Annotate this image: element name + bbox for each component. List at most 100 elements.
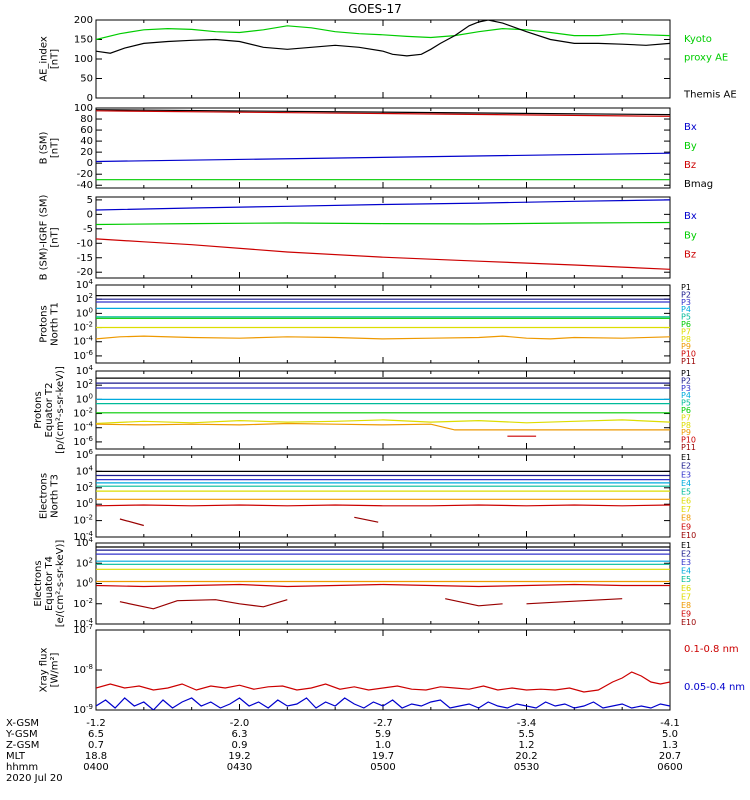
- x-row-value: 0600: [657, 762, 682, 773]
- legend-entry: P4: [681, 391, 691, 400]
- y-tick-label: 10-2: [73, 321, 93, 334]
- series-line: [96, 335, 670, 340]
- y-tick-label: 100: [76, 497, 93, 510]
- y-tick-label: 0: [87, 209, 93, 220]
- y-tick-label: 40: [80, 136, 93, 147]
- y-tick-label: 100: [76, 392, 93, 405]
- legend-entry: P9: [681, 342, 691, 351]
- y-axis-label: [nT]: [50, 49, 61, 69]
- x-row-value: -2.0: [230, 718, 250, 729]
- legend-entry: P2: [681, 376, 691, 385]
- series-line: [445, 598, 503, 607]
- x-row-label: Z-GSM: [6, 740, 39, 751]
- series-group: [96, 295, 670, 340]
- legend-entry: E10: [681, 618, 696, 627]
- series-line: [354, 516, 379, 523]
- y-axis-label: [W/m²]: [50, 652, 61, 687]
- series-line: [96, 109, 670, 116]
- y-tick-label: 200: [74, 15, 93, 26]
- y-tick-label: 10-7: [73, 623, 93, 636]
- series-line: [119, 599, 288, 610]
- series-line: [96, 20, 670, 57]
- legend-entry: E7: [681, 592, 691, 601]
- legend-entry: 0.1-0.8 nm: [684, 644, 739, 655]
- series-group: [96, 20, 670, 57]
- x-row-value: 0430: [227, 762, 252, 773]
- legend-entry: P11: [681, 357, 696, 366]
- y-axis-label: Electrons: [33, 560, 44, 606]
- x-row-label: hhmm: [6, 762, 38, 773]
- y-tick-label: -5: [83, 224, 93, 235]
- series-group: [96, 470, 670, 527]
- legend-entry: P9: [681, 428, 691, 437]
- y-axis-label: B (SM): [39, 131, 50, 164]
- panel-frame: [95, 542, 671, 625]
- y-axis-label: B (SM)-IGRF (SM): [39, 195, 50, 281]
- y-tick-label: 5: [87, 195, 93, 206]
- series-line: [119, 518, 144, 527]
- y-tick-label: 100: [76, 577, 93, 590]
- y-axis-label: North T3: [50, 474, 61, 518]
- legend-entry: E4: [681, 567, 691, 576]
- legend-entry: P5: [681, 313, 691, 322]
- x-row-value: 0400: [83, 762, 108, 773]
- y-tick-label: 10-2: [73, 407, 93, 420]
- series-line: [96, 199, 670, 211]
- y-axis-label: [p/(cm²-s-sr-keV)]: [55, 366, 66, 454]
- date-label: 2020 Jul 20: [6, 773, 63, 784]
- series-group: [96, 377, 670, 437]
- legend-entry: P3: [681, 298, 691, 307]
- legend-entry: P3: [681, 384, 691, 393]
- legend-entry: Bmag: [684, 179, 713, 190]
- series-group: [96, 199, 670, 270]
- y-axis-label: Protons: [39, 305, 50, 342]
- x-row-value: 5.5: [519, 729, 535, 740]
- legend-entry: E6: [681, 496, 691, 505]
- series-group: [96, 546, 670, 610]
- y-tick-label: 150: [74, 35, 93, 46]
- x-row-value: 0.9: [232, 740, 248, 751]
- legend-entry: Bx: [684, 122, 697, 133]
- x-row-value: 19.2: [228, 751, 250, 762]
- y-tick-label: 102: [76, 292, 93, 305]
- y-axis-label: Xray flux: [39, 648, 50, 693]
- legend-entry: E10: [681, 531, 696, 540]
- panel-frame: [95, 454, 671, 538]
- y-tick-label: 100: [76, 306, 93, 319]
- panel-frame: [95, 629, 671, 711]
- legend-entry: E1: [681, 541, 691, 550]
- legend-entry: E3: [681, 470, 691, 479]
- y-tick-label: 100: [74, 103, 93, 114]
- x-row-label: MLT: [6, 751, 26, 762]
- y-tick-label: 10-4: [73, 421, 93, 434]
- legend-entry: E5: [681, 575, 691, 584]
- x-row-value: -4.1: [660, 718, 680, 729]
- y-tick-label: 10-4: [73, 335, 93, 348]
- y-tick-label: 102: [76, 481, 93, 494]
- legend-entry: Themis AE: [683, 90, 737, 101]
- x-row-value: -1.2: [86, 718, 106, 729]
- x-row-label: Y-GSM: [5, 729, 38, 740]
- x-row-value: 20.2: [515, 751, 537, 762]
- y-tick-label: 104: [76, 278, 94, 291]
- series-line: [96, 110, 670, 117]
- legend-entry: By: [684, 141, 697, 152]
- legend-entry: P6: [681, 320, 691, 329]
- series-line: [96, 504, 670, 507]
- y-tick-label: -15: [77, 253, 93, 264]
- legend-entry: E8: [681, 514, 691, 523]
- y-tick-label: 10-2: [73, 514, 93, 527]
- y-axis-label: [nT]: [50, 227, 61, 247]
- legend-entry: E6: [681, 584, 691, 593]
- y-tick-label: 80: [80, 114, 93, 125]
- legend-entry: 0.05-0.4 nm: [684, 682, 745, 693]
- y-axis-label: North T1: [50, 302, 61, 346]
- panel-frame: [95, 19, 671, 99]
- legend-entry: E1: [681, 453, 691, 462]
- panel-ae: 0 50 100 150 200 AE_index [nT] Kyoto proxy AE The…: [39, 15, 737, 104]
- panel-frame: [95, 284, 671, 364]
- legend-entry: P8: [681, 335, 691, 344]
